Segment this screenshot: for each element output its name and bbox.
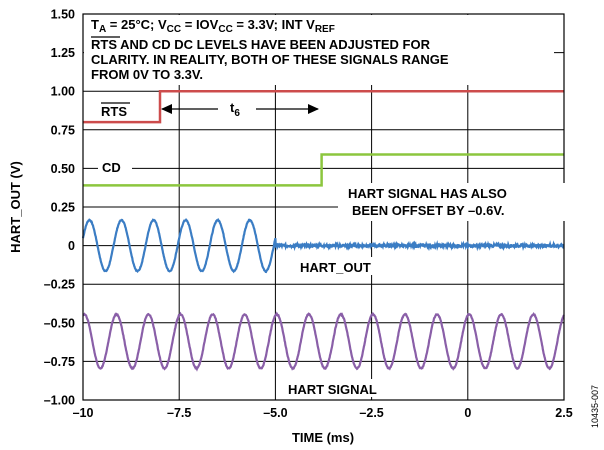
- t6-label: t6: [230, 100, 240, 119]
- cd-label-bg: [98, 157, 132, 175]
- ref-subscript: REF: [315, 24, 335, 35]
- y-tick-label: –0.75: [44, 355, 75, 369]
- offset-note-bg: [338, 183, 566, 221]
- x-tick-label: –2.5: [359, 406, 383, 420]
- note-line-1-rest: AND CD DC LEVELS HAVE BEEN ADJUSTED FOR: [117, 37, 431, 52]
- y-tick-label: 1.00: [51, 85, 75, 99]
- cd-label: CD: [102, 160, 121, 175]
- rts-label-bg: [96, 100, 136, 118]
- hart-signal-line: [82, 311, 565, 372]
- y-tick-label: –1.00: [44, 394, 75, 408]
- x-tick-label: –5.0: [263, 406, 287, 420]
- y-tick-label: 0.75: [51, 123, 75, 137]
- note-line-2: CLARITY. IN REALITY, BOTH OF THESE SIGNA…: [91, 52, 449, 67]
- y-axis-title: HART_OUT (V): [8, 161, 23, 253]
- annotation-box: [84, 15, 554, 85]
- hart-out-line: [81, 217, 565, 274]
- x-tick-label: 0: [464, 406, 471, 420]
- y-tick-label: 0: [68, 239, 75, 253]
- cd-line: [83, 153, 564, 187]
- y-tick-label: 0.25: [51, 201, 75, 215]
- x-axis-title: TIME (ms): [292, 430, 354, 445]
- rts-line: [83, 89, 564, 124]
- y-tick-label: 1.50: [51, 8, 75, 22]
- conditions-text: TA = 25°C; VCC = IOVCC = 3.3V; INT VREF: [91, 17, 335, 35]
- iov-rest: = 3.3V; INT V: [233, 17, 315, 32]
- iov-text: = IOV: [181, 17, 219, 32]
- y-tick-label: 1.25: [51, 46, 75, 60]
- vcc-subscript: CC: [167, 24, 181, 35]
- t6-t: t: [230, 100, 235, 115]
- ta-subscript: A: [99, 24, 106, 35]
- x-tick-label: –10: [73, 406, 94, 420]
- figure-id: 10435-007: [590, 385, 600, 428]
- note-line-3: FROM 0V TO 3.3V.: [91, 67, 203, 82]
- x-tick-label: –7.5: [167, 406, 191, 420]
- offset-note-line-2: BEEN OFFSET BY –0.6V.: [352, 203, 504, 218]
- note-line-1: RTS AND CD DC LEVELS HAVE BEEN ADJUSTED …: [91, 37, 431, 52]
- hart-signal-label: HART SIGNAL: [288, 382, 377, 397]
- ta-text: T: [91, 17, 99, 32]
- offset-note-line-1: HART SIGNAL HAS ALSO: [348, 186, 507, 201]
- ta-rest: = 25°C; V: [106, 17, 167, 32]
- y-tick-label: –0.25: [44, 278, 75, 292]
- hart-out-label: HART_OUT: [300, 260, 371, 275]
- rts-label: RTS: [101, 104, 127, 119]
- tick-labels: –10 –7.5 –5.0 –2.5 0 2.5 1.50 1.25 1.00 0.75 0.50 0…: [44, 8, 573, 421]
- iov-subscript: CC: [218, 24, 232, 35]
- series-layer: [81, 89, 565, 372]
- t6-arrow: [161, 104, 319, 114]
- t6-subscript: 6: [234, 108, 240, 119]
- x-tick-label: 2.5: [555, 406, 572, 420]
- hart-out-label-bg: [296, 257, 376, 275]
- y-tick-label: 0.50: [51, 162, 75, 176]
- note-rts-word: RTS: [91, 37, 117, 52]
- y-tick-label: –0.50: [44, 316, 75, 330]
- hart-signal-label-bg: [284, 379, 394, 397]
- t6-label-bg: [222, 96, 250, 118]
